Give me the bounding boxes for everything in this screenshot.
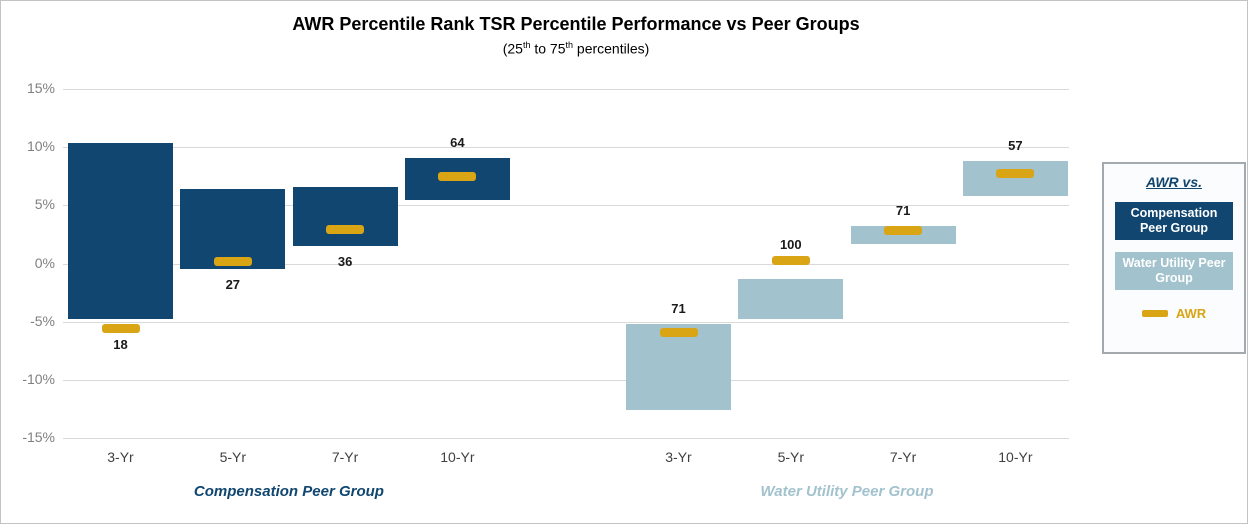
percentile-range-bar xyxy=(292,186,398,247)
awr-rank-label: 18 xyxy=(113,336,128,352)
percentile-range-bar xyxy=(962,161,1068,197)
subtitle-text: to 75 xyxy=(530,40,566,57)
gridline xyxy=(63,147,1069,149)
y-tick-label: -15% xyxy=(22,429,55,445)
subtitle-text: (25 xyxy=(502,40,523,57)
gridline xyxy=(63,89,1069,90)
x-tick-label: 10-Yr xyxy=(998,449,1033,465)
peer-group-label: Water Utility Peer Group xyxy=(760,483,934,500)
awr-rank-label: 71 xyxy=(671,300,686,316)
y-tick-label: 15% xyxy=(26,80,55,96)
chart-title: AWR Percentile Rank TSR Percentile Perfo… xyxy=(292,14,860,34)
awr-rank-label: 57 xyxy=(1008,138,1023,154)
x-tick-label: 7-Yr xyxy=(889,449,917,465)
y-tick-label: 0% xyxy=(34,254,55,271)
percentile-range-bar xyxy=(738,278,844,320)
awr-rank-label: 27 xyxy=(225,277,241,293)
subtitle-superscript: th xyxy=(565,40,574,50)
subtitle-text: percentiles) xyxy=(573,40,650,57)
y-tick-label: 10% xyxy=(26,138,55,155)
gridline xyxy=(63,205,1069,207)
percentile-range-bar xyxy=(180,189,286,270)
y-tick-label: -10% xyxy=(22,370,55,387)
subtitle-superscript: th xyxy=(522,40,531,50)
peer-group-label: Compensation Peer Group xyxy=(193,483,384,500)
x-tick-label: 5-Yr xyxy=(777,449,805,465)
legend-awr-label: AWR xyxy=(1175,306,1207,321)
plot-area: 18 27 36 64 71 100 71 57 xyxy=(63,89,1069,439)
awr-marker xyxy=(659,327,698,337)
legend-item-compensation-peer-group: Compensation Peer Group xyxy=(1115,202,1233,240)
y-tick-label: -5% xyxy=(30,312,55,329)
x-tick-label: 3-Yr xyxy=(665,449,692,465)
legend-item-water-utility-peer-group: Water Utility Peer Group xyxy=(1115,252,1233,290)
gridline xyxy=(63,438,1069,439)
awr-marker xyxy=(101,324,140,334)
awr-rank-label: 36 xyxy=(337,254,353,270)
gridline xyxy=(63,321,1069,323)
awr-marker xyxy=(438,171,477,181)
percentile-range-bar xyxy=(626,323,731,411)
legend-title: AWR vs. xyxy=(1145,174,1202,190)
chart-subtitle: (25th to 75th percentiles) xyxy=(1,40,1151,57)
awr-marker xyxy=(771,255,810,265)
awr-rank-label: 100 xyxy=(779,237,802,252)
percentile-range-bar xyxy=(68,142,173,320)
y-tick-label: 5% xyxy=(34,196,55,213)
awr-marker xyxy=(996,169,1035,179)
x-tick-label: 10-Yr xyxy=(440,449,475,465)
gridline xyxy=(63,263,1069,265)
awr-rank-label: 64 xyxy=(450,134,465,150)
x-tick-label: 5-Yr xyxy=(219,449,247,465)
awr-rank-label: 71 xyxy=(895,203,911,219)
legend-item-awr: AWR xyxy=(1113,306,1235,321)
awr-marker xyxy=(884,226,923,236)
awr-marker xyxy=(213,256,252,266)
gridline xyxy=(63,379,1069,381)
legend: AWR vs. Compensation Peer Group Water Ut… xyxy=(1102,162,1246,354)
x-tick-label: 7-Yr xyxy=(331,449,359,465)
awr-marker-icon xyxy=(1141,310,1168,317)
x-tick-label: 3-Yr xyxy=(107,449,134,465)
awr-marker xyxy=(326,225,365,235)
